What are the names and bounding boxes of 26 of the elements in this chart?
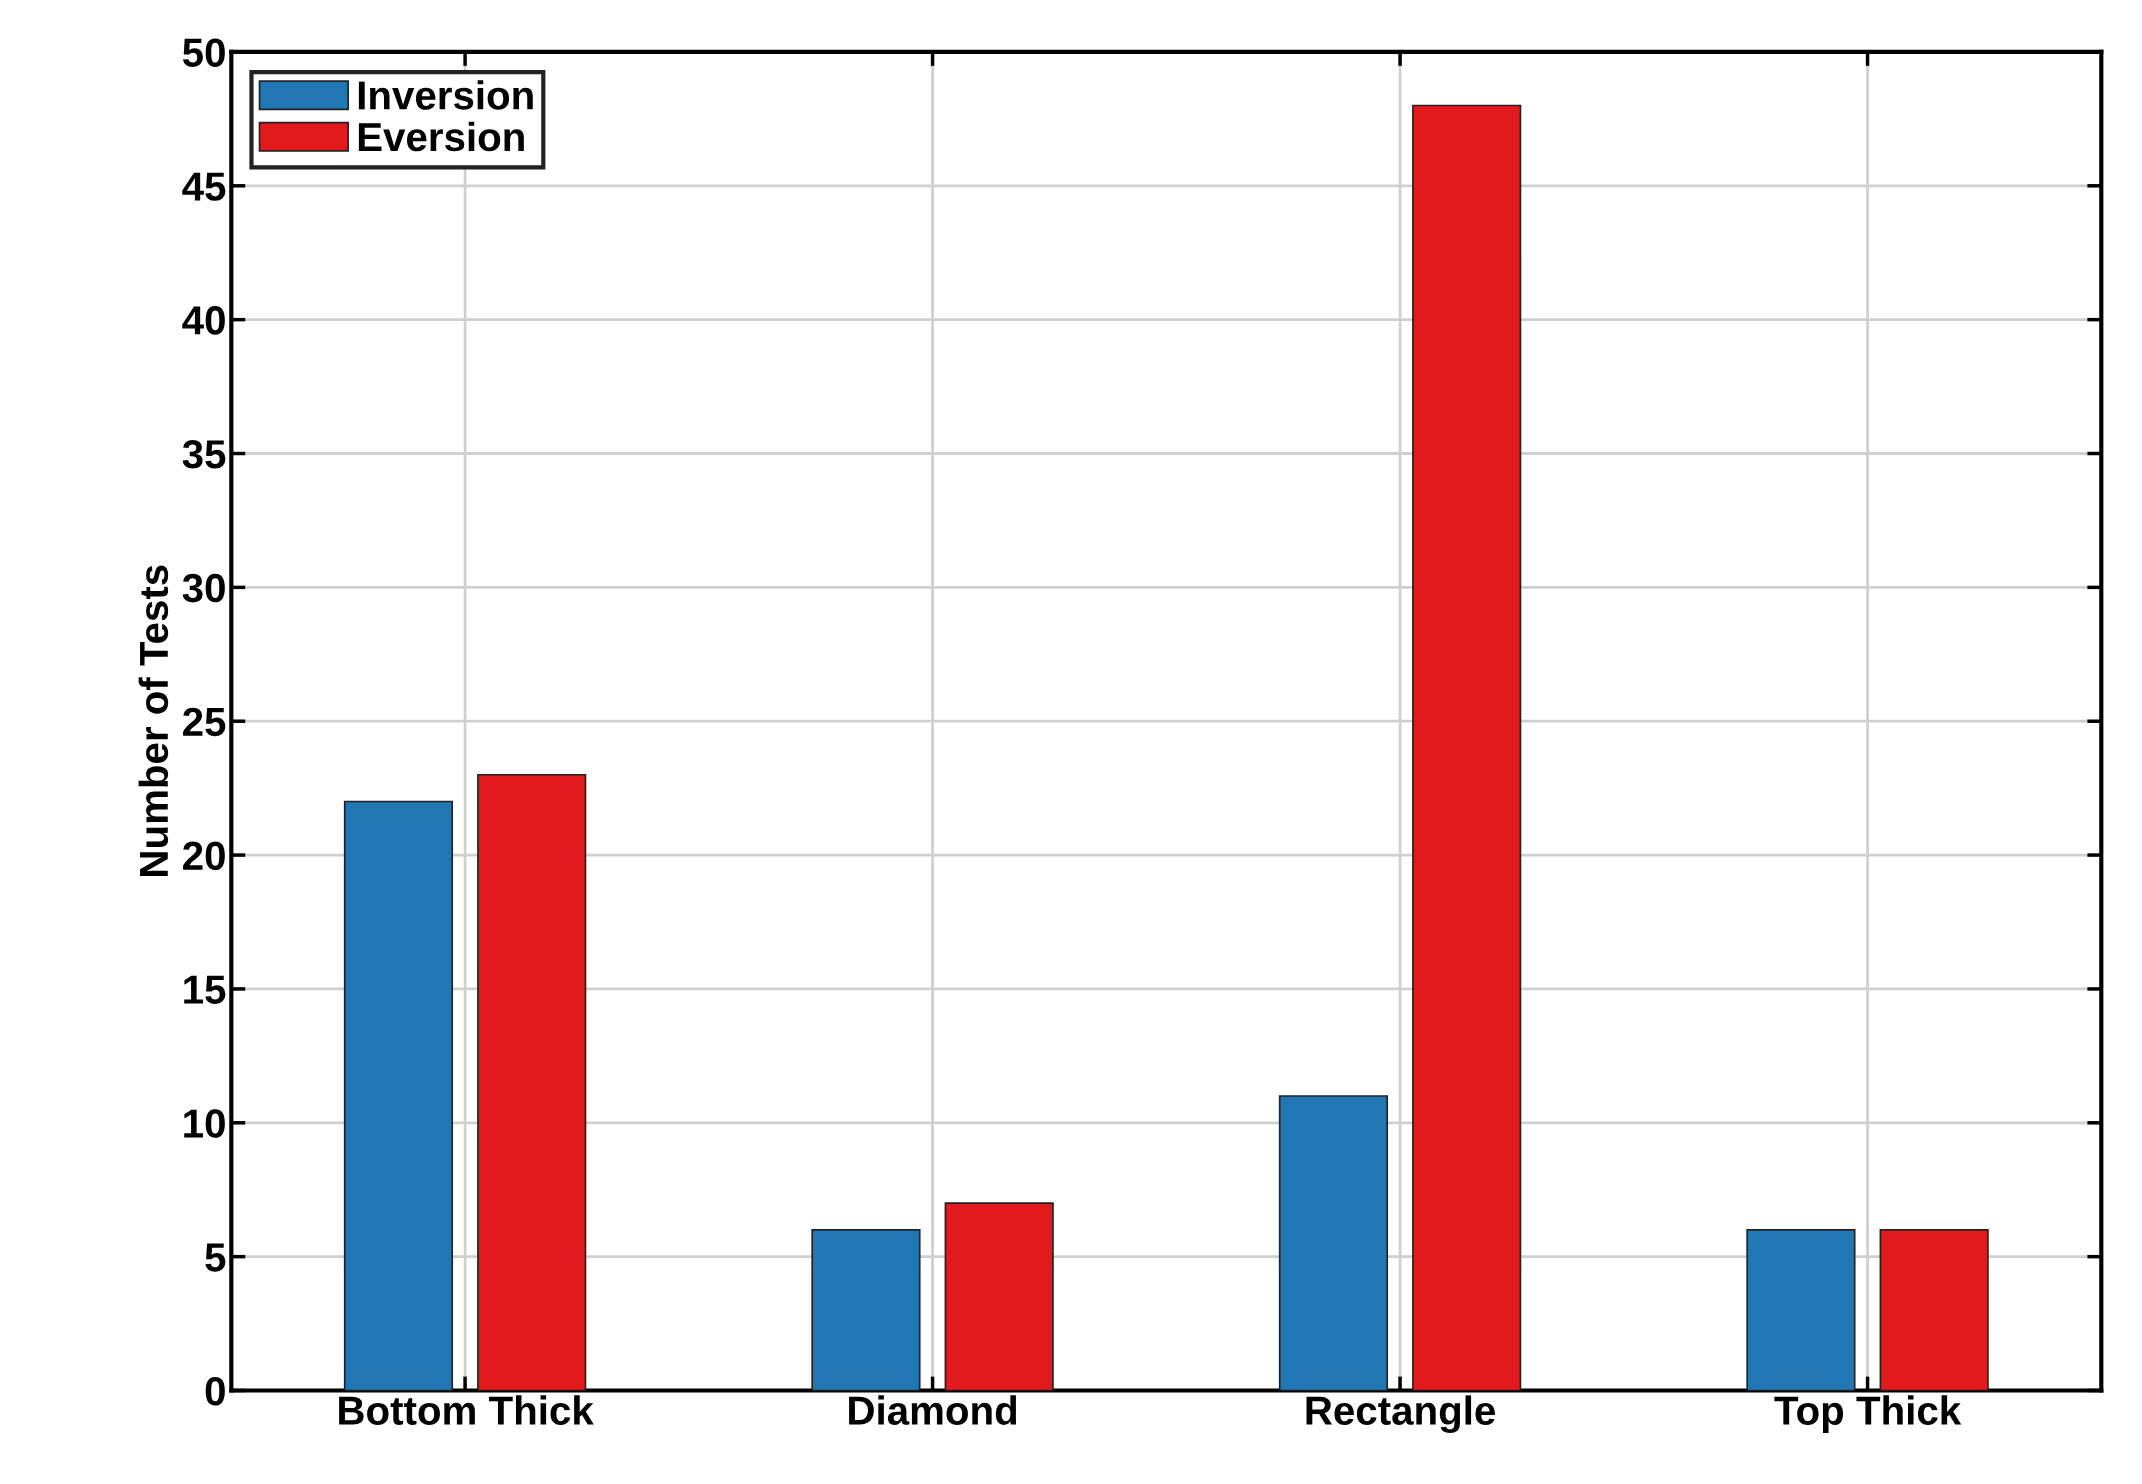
- x-tick-label: Rectangle: [1306, 1395, 1495, 1434]
- bar: [477, 773, 587, 1391]
- y-tick-label: 45: [182, 172, 226, 201]
- y-tick-label: 30: [182, 573, 225, 603]
- y-tick-label: 20: [183, 841, 225, 871]
- y-tick-label: 5: [205, 1243, 226, 1272]
- x-tick-label: Top Thick: [1774, 1395, 1962, 1433]
- y-tick-label: 25: [183, 707, 226, 737]
- legend-label: Inversion: [358, 80, 533, 110]
- bar: [1879, 1229, 1989, 1391]
- bar: [811, 1229, 921, 1391]
- y-tick-label: 50: [182, 38, 225, 67]
- y-tick-label: 40: [182, 306, 225, 335]
- y-axis-title: Number of Tests: [138, 565, 169, 876]
- bar: [1746, 1229, 1856, 1391]
- bar: [343, 800, 454, 1391]
- bar: [1278, 1095, 1389, 1391]
- y-tick-label: 15: [184, 975, 226, 1004]
- y-tick-label: 10: [184, 1109, 225, 1138]
- bar: [944, 1202, 1054, 1391]
- x-tick-label: Bottom Thick: [339, 1395, 594, 1425]
- y-tick-label: 35: [182, 439, 226, 469]
- legend-label: Eversion: [358, 121, 524, 152]
- x-tick-label: Diamond: [849, 1395, 1017, 1425]
- bar: [1412, 104, 1522, 1391]
- y-tick-label: 0: [205, 1376, 225, 1406]
